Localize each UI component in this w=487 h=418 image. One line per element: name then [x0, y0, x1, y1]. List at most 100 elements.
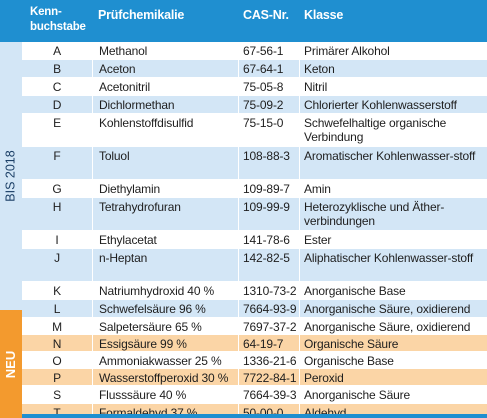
table-row: N Essigsäure 99 % 64-19-7 Organische Säure: [22, 335, 487, 352]
cell-chemical: Kohlenstoffdisulfid: [92, 114, 238, 146]
table-body: A Methanol 67-56-1 Primärer Alkohol B Aceton 6…: [22, 42, 487, 418]
cell-chemical: Dichlormethan: [92, 96, 238, 113]
cell-klasse: Aromatischer Kohlenwasser-stoff: [299, 147, 487, 179]
table-row: C Acetonitril 75-05-8 Nitril: [22, 78, 487, 96]
section-bis-2018: BIS 2018: [0, 42, 22, 310]
cell-klasse: Organische Säure: [299, 335, 487, 351]
table-row: F Toluol 108-88-3 Aromatischer Kohlenwasser…: [22, 147, 487, 180]
cell-chemical: Schwefelsäure 96 %: [92, 300, 238, 317]
header-kennbuchstabe-line1: Kenn-: [30, 6, 62, 18]
table-bottom-border: [22, 414, 487, 418]
cell-klasse: Peroxid: [299, 369, 487, 385]
section-neu-label: NEU: [3, 350, 19, 378]
cell-cas: 109-89-7: [238, 180, 299, 197]
cell-cas: 67-56-1: [238, 42, 299, 59]
cell-chemical: Flusssäure 40 %: [92, 386, 238, 403]
cell-klasse: Aliphatischer Kohlenwasser-stoff: [299, 249, 487, 281]
table-row: M Salpetersäure 65 % 7697-37-2 Anorganische…: [22, 318, 487, 335]
table-row: E Kohlenstoffdisulfid 75-15-0 Schwefelhalti…: [22, 114, 487, 147]
cell-klasse: Heterozyklische und Äther-verbindungen: [299, 198, 487, 230]
table-row: P Wasserstoffperoxid 30 % 7722-84-1 Peroxid: [22, 369, 487, 386]
cell-klasse: Primärer Alkohol: [299, 42, 487, 59]
table-row: D Dichlormethan 75-09-2 Chlorierter Kohlenw…: [22, 96, 487, 114]
cell-letter: I: [55, 233, 59, 247]
cell-letter: K: [53, 284, 61, 298]
cell-letter: A: [53, 44, 61, 58]
cell-cas: 141-78-6: [238, 231, 299, 248]
cell-letter: G: [52, 182, 62, 196]
cell-chemical: Natriumhydroxid 40 %: [92, 282, 238, 299]
cell-cas: 75-09-2: [238, 96, 299, 113]
cell-letter: S: [53, 388, 61, 402]
table-row: I Ethylacetat 141-78-6 Ester: [22, 231, 487, 249]
cell-letter: C: [52, 80, 62, 94]
cell-letter: T: [53, 406, 61, 418]
table-header: Kenn- buchstabe Prüfchemikalie CAS-Nr. K…: [0, 0, 487, 42]
cell-cas: 142-82-5: [238, 249, 299, 281]
cell-chemical: Essigsäure 99 %: [92, 335, 238, 351]
cell-chemical: Ammoniakwasser 25 %: [92, 352, 238, 368]
cell-cas: 1310-73-2: [238, 282, 299, 299]
cell-cas: 1336-21-6: [238, 352, 299, 368]
table-row: B Aceton 67-64-1 Keton: [22, 60, 487, 78]
cell-chemical: Tetrahydrofuran: [92, 198, 238, 230]
cell-cas: 7664-93-9: [238, 300, 299, 317]
section-neu: NEU: [0, 310, 22, 418]
cell-klasse: Amin: [299, 180, 487, 197]
cell-chemical: Ethylacetat: [92, 231, 238, 248]
cell-cas: 108-88-3: [238, 147, 299, 179]
table-row: L Schwefelsäure 96 % 7664-93-9 Anorganische…: [22, 300, 487, 318]
cell-klasse: Keton: [299, 60, 487, 77]
table-row: A Methanol 67-56-1 Primärer Alkohol: [22, 42, 487, 60]
cell-cas: 7697-37-2: [238, 318, 299, 334]
cell-klasse: Anorganische Säure: [299, 386, 487, 403]
cell-cas: 7722-84-1: [238, 369, 299, 385]
cell-cas: 109-99-9: [238, 198, 299, 230]
cell-chemical: Acetonitril: [92, 78, 238, 95]
cell-cas: 64-19-7: [238, 335, 299, 351]
cell-klasse: Anorganische Säure, oxidierend: [299, 300, 487, 317]
header-kennbuchstabe-line2: buchstabe: [30, 21, 86, 33]
cell-cas: 75-05-8: [238, 78, 299, 95]
cell-letter: F: [53, 149, 61, 163]
cell-klasse: Anorganische Base: [299, 282, 487, 299]
cell-klasse: Organische Base: [299, 352, 487, 368]
cell-chemical: Salpetersäure 65 %: [92, 318, 238, 334]
cell-chemical: Toluol: [92, 147, 238, 179]
cell-letter: D: [52, 98, 62, 112]
cell-klasse: Ester: [299, 231, 487, 248]
cell-letter: B: [53, 62, 61, 76]
cell-cas: 7664-39-3: [238, 386, 299, 403]
header-kennbuchstabe: Kenn- buchstabe: [30, 5, 88, 35]
cell-letter: E: [53, 116, 61, 130]
cell-cas: 67-64-1: [238, 60, 299, 77]
cell-chemical: Wasserstoffperoxid 30 %: [92, 369, 238, 385]
table-row: S Flusssäure 40 % 7664-39-3 Anorganische Sä…: [22, 386, 487, 404]
cell-chemical: Methanol: [92, 42, 238, 59]
table-row: G Diethylamin 109-89-7 Amin: [22, 180, 487, 198]
cell-klasse: Anorganische Säure, oxidierend: [299, 318, 487, 334]
header-klasse: Klasse: [304, 8, 344, 22]
cell-letter: N: [52, 337, 62, 351]
cell-klasse: Chlorierter Kohlenwasserstoff: [299, 96, 487, 113]
cell-cas: 75-15-0: [238, 114, 299, 146]
cell-chemical: n-Heptan: [92, 249, 238, 281]
table-row: K Natriumhydroxid 40 % 1310-73-2 Anorganisc…: [22, 282, 487, 300]
section-bis-label: BIS 2018: [4, 150, 18, 202]
table-row: H Tetrahydrofuran 109-99-9 Heterozyklische …: [22, 198, 487, 231]
header-pruefchemikalie: Prüfchemikalie: [98, 8, 185, 22]
cell-letter: H: [52, 200, 62, 214]
cell-letter: P: [53, 371, 61, 385]
cell-letter: M: [52, 320, 62, 334]
header-cas: CAS-Nr.: [243, 8, 289, 22]
cell-letter: O: [52, 354, 62, 368]
cell-letter: L: [53, 302, 61, 316]
cell-chemical: Diethylamin: [92, 180, 238, 197]
cell-klasse: Schwefelhaltige organische Verbindung: [299, 114, 487, 146]
cell-klasse: Nitril: [299, 78, 487, 95]
cell-chemical: Aceton: [92, 60, 238, 77]
table-row: O Ammoniakwasser 25 % 1336-21-6 Organische …: [22, 352, 487, 369]
cell-letter: J: [54, 251, 60, 265]
